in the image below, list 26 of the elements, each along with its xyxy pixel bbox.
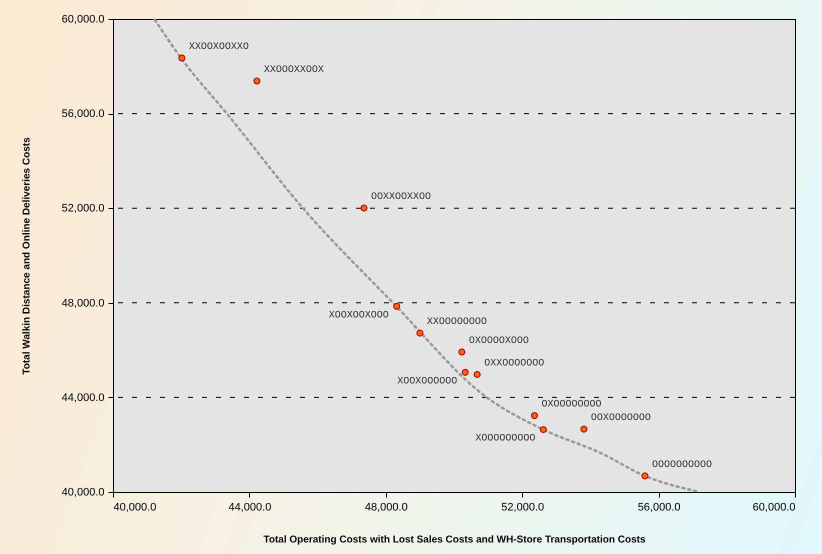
y-tick-label: 48,000.0 (62, 297, 104, 310)
y-tick-label: 52,000.0 (62, 202, 104, 215)
annotation: OOXXOOXXOO (370, 192, 431, 203)
y-tick-label: 40,000.0 (62, 486, 104, 498)
annotation: OXXOOOOOOO (484, 358, 544, 370)
annotation: XXOOXOOXXO (188, 42, 249, 54)
y-tick-label: 44,000.0 (62, 392, 104, 404)
y-tick-label: 56,000.0 (62, 108, 104, 120)
x-tick-label: 60,000.0 (752, 502, 796, 514)
x-tick-label: 44,000.0 (228, 502, 272, 514)
x-tick-label: 52,000.0 (501, 502, 544, 514)
y-tick-label: 60,000.0 (62, 14, 104, 26)
annotation: XXOOOOOOOO (426, 317, 487, 328)
x-tick-label: 56,000.0 (638, 502, 681, 514)
annotation: OOXOOOOOOO (590, 413, 651, 424)
annotation: XXOOOXXOOX (264, 64, 324, 76)
annotation: OXOOOOOOOO (541, 400, 602, 411)
annotation: OOOOOOOOOO (652, 460, 712, 471)
annotation: XOOOOOOOOO (475, 434, 536, 445)
x-tick-label: 40,000.0 (114, 502, 156, 514)
x-axis-title: Total Operating Costs with Lost Sales Costs and WH-Store Transportation Costs (263, 534, 646, 546)
annotation: XOOXOOXOOO (328, 310, 389, 322)
annotation: XOOXOOOOOO (397, 376, 458, 388)
x-tick-label: 48,000.0 (364, 502, 408, 514)
annotation: OXOOOOXOOO (468, 336, 529, 347)
y-axis-title: Total Walkin Distance and Online Deliveries Costs (22, 136, 33, 375)
